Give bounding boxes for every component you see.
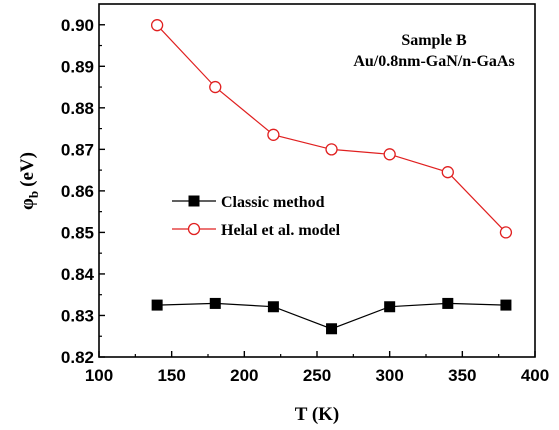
legend-marker-helal bbox=[187, 222, 201, 236]
y-tick-label: 0.84 bbox=[61, 265, 95, 284]
y-tick-label: 0.85 bbox=[61, 223, 94, 242]
y-tick-label: 0.89 bbox=[61, 57, 94, 76]
x-axis-label: T (K) bbox=[295, 404, 340, 425]
y-tick-label: 0.86 bbox=[61, 182, 94, 201]
data-point-helal bbox=[209, 80, 222, 94]
data-point-helal bbox=[383, 148, 396, 161]
data-point-helal bbox=[150, 19, 164, 32]
y-tick-label: 0.82 bbox=[61, 348, 94, 367]
data-point-classic bbox=[209, 297, 221, 309]
x-tick-label: 300 bbox=[375, 366, 403, 385]
legend-label-classic: Classic method bbox=[221, 194, 325, 211]
data-point-classic bbox=[326, 323, 338, 335]
x-tick-label: 100 bbox=[85, 366, 113, 385]
y-axis-label-symbol: φ bbox=[17, 198, 38, 210]
data-point-helal bbox=[499, 226, 513, 239]
x-tick-label: 400 bbox=[521, 366, 549, 385]
x-tick-label: 150 bbox=[157, 366, 185, 385]
data-point-classic bbox=[442, 297, 454, 309]
x-tick-label: 250 bbox=[303, 366, 331, 385]
annotation-sample: Sample B bbox=[401, 32, 467, 49]
y-axis-label-unit: (eV) bbox=[17, 152, 38, 187]
data-point-helal bbox=[267, 128, 280, 141]
data-point-classic bbox=[500, 299, 512, 311]
legend-marker-classic bbox=[188, 195, 200, 207]
legend: Classic method Helal et al. model bbox=[172, 194, 341, 239]
data-point-classic bbox=[151, 299, 163, 311]
annotation-structure: Au/0.8nm-GaN/n-GaAs bbox=[353, 53, 514, 70]
y-axis-label-subscript: b bbox=[26, 191, 41, 198]
data-point-classic bbox=[384, 301, 396, 313]
axis-ticks: 100 150 200 250 300 350 400 0.82 0.83 0.84 0.85 0.8… bbox=[61, 16, 549, 385]
data-point-classic bbox=[267, 301, 279, 313]
svg-text:φb(eV): φb (eV) bbox=[17, 152, 41, 210]
y-axis-label: φb (eV) bbox=[17, 152, 41, 210]
y-tick-label: 0.90 bbox=[61, 16, 94, 35]
y-tick-label: 0.83 bbox=[61, 306, 94, 325]
series-lines bbox=[156, 24, 507, 330]
y-tick-label: 0.88 bbox=[61, 99, 94, 118]
data-point-helal bbox=[441, 166, 454, 179]
legend-label-helal: Helal et al. model bbox=[221, 222, 341, 239]
x-tick-label: 350 bbox=[448, 366, 476, 385]
y-tick-label: 0.87 bbox=[61, 140, 94, 159]
data-point-helal bbox=[325, 143, 338, 156]
x-tick-label: 200 bbox=[230, 366, 258, 385]
series-markers bbox=[150, 19, 513, 335]
